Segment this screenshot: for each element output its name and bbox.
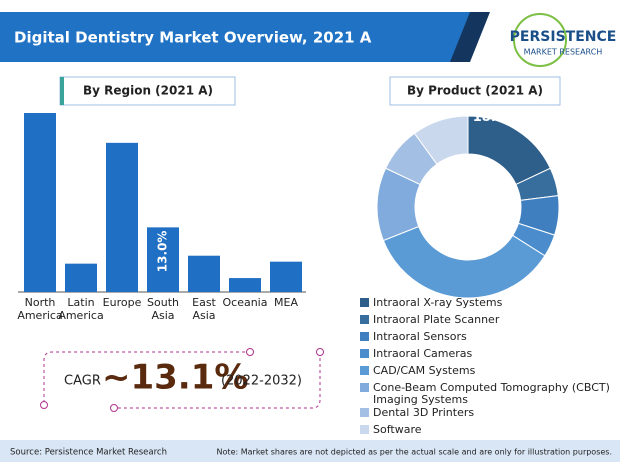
footer-band xyxy=(0,440,620,462)
legend-label: CAD/CAM Systems xyxy=(373,364,476,377)
product-tab xyxy=(389,76,561,106)
cagr-period: (2022-2032) xyxy=(221,374,302,389)
region-tab-accent xyxy=(60,77,64,105)
bar-title: By Region (2021 A) xyxy=(83,84,213,98)
cagr-value: ~13.1% xyxy=(102,358,248,398)
x-tick-label: Latin America xyxy=(58,296,104,322)
donut-segment xyxy=(413,115,469,165)
x-tick-label: South Asia xyxy=(147,296,179,322)
legend-label: Intraoral X-ray Systems xyxy=(373,296,503,309)
legend-swatch xyxy=(360,408,369,417)
legend-label: Cone-Beam Computed Tomography (CBCT) Ima… xyxy=(373,381,610,406)
legend-label: Intraoral Sensors xyxy=(373,330,467,343)
legend-swatch xyxy=(360,332,369,341)
value-label: 18.0% xyxy=(473,110,518,125)
legend-swatch xyxy=(360,315,369,324)
note: Note: Market shares are not depicted as … xyxy=(217,448,612,457)
dot xyxy=(246,348,254,356)
value-label: 13.0% xyxy=(156,231,170,273)
header-band xyxy=(0,12,475,62)
legend-swatch xyxy=(360,298,369,307)
bar xyxy=(229,278,261,292)
bar xyxy=(65,263,97,292)
donut-segment xyxy=(382,225,546,299)
dot xyxy=(316,348,324,356)
title: Digital Dentistry Market Overview, 2021 … xyxy=(14,29,372,47)
legend-swatch xyxy=(360,366,369,375)
legend-label: Software xyxy=(373,423,422,436)
x-tick-label: MEA xyxy=(274,296,298,309)
source: Source: Persistence Market Research xyxy=(10,448,167,458)
bar xyxy=(270,261,302,292)
logo-ring xyxy=(513,13,567,67)
x-tick-label: North America xyxy=(17,296,63,322)
logo-bottom: MARKET RESEARCH xyxy=(524,48,603,57)
cagr-frame xyxy=(43,351,321,409)
bar xyxy=(24,113,56,292)
logo-top: PERSISTENCE xyxy=(510,29,617,45)
legend-label: Dental 3D Printers xyxy=(373,406,475,419)
legend-label: Intraoral Plate Scanner xyxy=(373,313,500,326)
legend-swatch xyxy=(360,383,369,392)
x-tick-label: Oceania xyxy=(222,296,268,309)
bar xyxy=(147,227,179,292)
header-stripe xyxy=(450,12,490,62)
legend-swatch xyxy=(360,349,369,358)
x-tick-label: East Asia xyxy=(192,296,216,322)
bar xyxy=(188,255,220,292)
donut-title: By Product (2021 A) xyxy=(407,84,543,98)
dot xyxy=(40,401,48,409)
x-tick-label: Europe xyxy=(102,296,142,309)
cagr-prefix: CAGR xyxy=(64,374,101,389)
legend-swatch xyxy=(360,425,369,434)
bar xyxy=(106,142,138,292)
legend-label: Intraoral Cameras xyxy=(373,347,473,360)
region-tab xyxy=(59,76,236,106)
dot xyxy=(110,404,118,412)
